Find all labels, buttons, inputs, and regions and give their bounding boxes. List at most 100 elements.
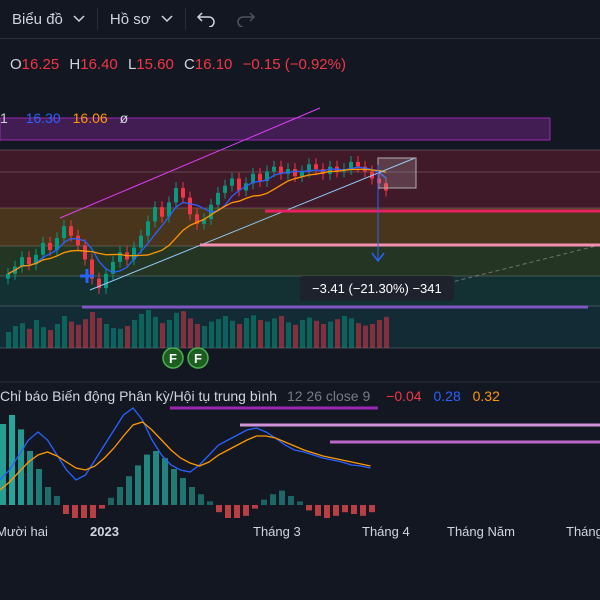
change-value: −0.15 (−0.92%)	[242, 56, 346, 73]
macd-histogram-bar	[324, 505, 330, 518]
volume-bar	[48, 330, 53, 348]
candle-body	[237, 178, 241, 191]
ma-slow-value: 16.06	[72, 110, 108, 126]
macd-histogram-bar	[360, 505, 366, 516]
macd-histogram-bar	[72, 505, 78, 518]
macd-histogram-bar	[126, 476, 132, 505]
volume-bar	[69, 321, 74, 348]
zone-band	[0, 150, 600, 208]
candle-body	[153, 207, 157, 222]
macd-histogram-bar	[45, 487, 51, 505]
candle-body	[41, 242, 45, 255]
measure-arrow-head	[371, 252, 385, 263]
candle-body	[216, 192, 220, 205]
volume-bar	[20, 323, 25, 348]
redo-button[interactable]	[226, 0, 266, 38]
candle-body	[139, 235, 143, 248]
macd-signal-line	[0, 421, 371, 491]
candle-body	[272, 166, 276, 172]
x-tick-label: Tháng 4	[362, 524, 410, 539]
volume-bar	[160, 323, 165, 348]
volume-bar	[265, 321, 270, 348]
volume-bar	[272, 318, 277, 348]
volume-bar	[251, 315, 256, 348]
candle-body	[34, 254, 38, 265]
open-label: O	[10, 56, 22, 73]
undo-icon	[196, 12, 215, 27]
volume-bar	[363, 325, 368, 348]
ma-legend-prefix: 1	[0, 110, 8, 126]
volume-bar	[328, 321, 333, 348]
volume-bar	[6, 332, 11, 348]
volume-bar	[146, 310, 151, 348]
macd-legend[interactable]: Chỉ báo Biến động Phân kỳ/Hội tụ trung b…	[0, 388, 500, 404]
volume-bar	[300, 320, 305, 348]
candle-body	[181, 188, 185, 198]
candle-body	[384, 183, 388, 191]
volume-bar	[139, 314, 144, 348]
undo-button[interactable]	[186, 0, 226, 38]
volume-bar	[209, 321, 214, 348]
macd-histogram-bar	[99, 505, 105, 509]
volume-bar	[13, 326, 18, 348]
volume-bar	[202, 326, 207, 348]
high-label: H	[69, 56, 81, 73]
macd-line	[0, 407, 371, 481]
macd-histogram-bar	[288, 496, 294, 505]
candle-body	[251, 173, 255, 184]
profile-menu-button[interactable]: Hồ sơ	[98, 0, 185, 38]
candle-body	[314, 164, 318, 170]
macd-histogram-bar	[189, 487, 195, 505]
macd-histogram-bar	[36, 469, 42, 505]
chevron-down-icon	[161, 15, 173, 23]
candle-body	[167, 202, 171, 217]
macd-histogram-bar	[243, 505, 249, 516]
zone-band	[0, 117, 551, 141]
volume-bar	[349, 318, 354, 348]
volume-bar	[125, 326, 130, 348]
candle-body	[258, 173, 262, 181]
candle-body	[195, 214, 199, 224]
chevron-down-icon	[73, 15, 85, 23]
time-axis[interactable]: Mười hai 2023 Tháng 3 Tháng 4 Tháng Năm …	[0, 518, 600, 548]
candle-body	[76, 235, 80, 246]
candle-body	[83, 245, 87, 260]
candle-body	[223, 185, 227, 193]
volume-bar	[244, 318, 249, 348]
redo-icon	[236, 12, 255, 27]
candle-body	[146, 221, 150, 236]
volume-bar	[216, 319, 221, 348]
macd-histogram-bar	[333, 505, 339, 516]
candle-body	[293, 169, 297, 177]
volume-bar	[34, 320, 39, 348]
x-tick-label: Mười hai	[0, 524, 48, 539]
volume-bar	[76, 324, 81, 348]
candle-body	[286, 169, 290, 174]
candle-body	[97, 278, 101, 289]
x-tick-label: Tháng 3	[253, 524, 301, 539]
profile-menu-label: Hồ sơ	[109, 10, 151, 28]
volume-bar	[167, 320, 172, 348]
candle-body	[160, 207, 164, 217]
volume-bar	[223, 316, 228, 348]
macd-histogram-bar	[180, 478, 186, 505]
ma-slow-line	[7, 168, 387, 275]
volume-bar	[132, 320, 137, 348]
chart-menu-button[interactable]: Biểu đồ	[0, 0, 97, 38]
candle-body	[300, 171, 304, 177]
candle-body	[188, 197, 192, 215]
zone-band	[0, 246, 600, 276]
zone-band	[0, 208, 600, 246]
macd-title: Chỉ báo Biến động Phân kỳ/Hội tụ trung b…	[0, 388, 278, 404]
macd-histogram-bar	[54, 496, 60, 505]
candle-body	[307, 164, 311, 172]
macd-histogram-bar	[63, 505, 69, 514]
candle-body	[55, 238, 59, 250]
macd-histogram-bar	[117, 487, 123, 505]
measure-box	[377, 157, 417, 189]
cross-marker	[80, 269, 94, 283]
volume-bar	[286, 322, 291, 348]
toolbar-divider	[96, 8, 98, 30]
candle-body	[111, 261, 115, 274]
x-tick-label: Tháng Năm	[447, 524, 515, 539]
